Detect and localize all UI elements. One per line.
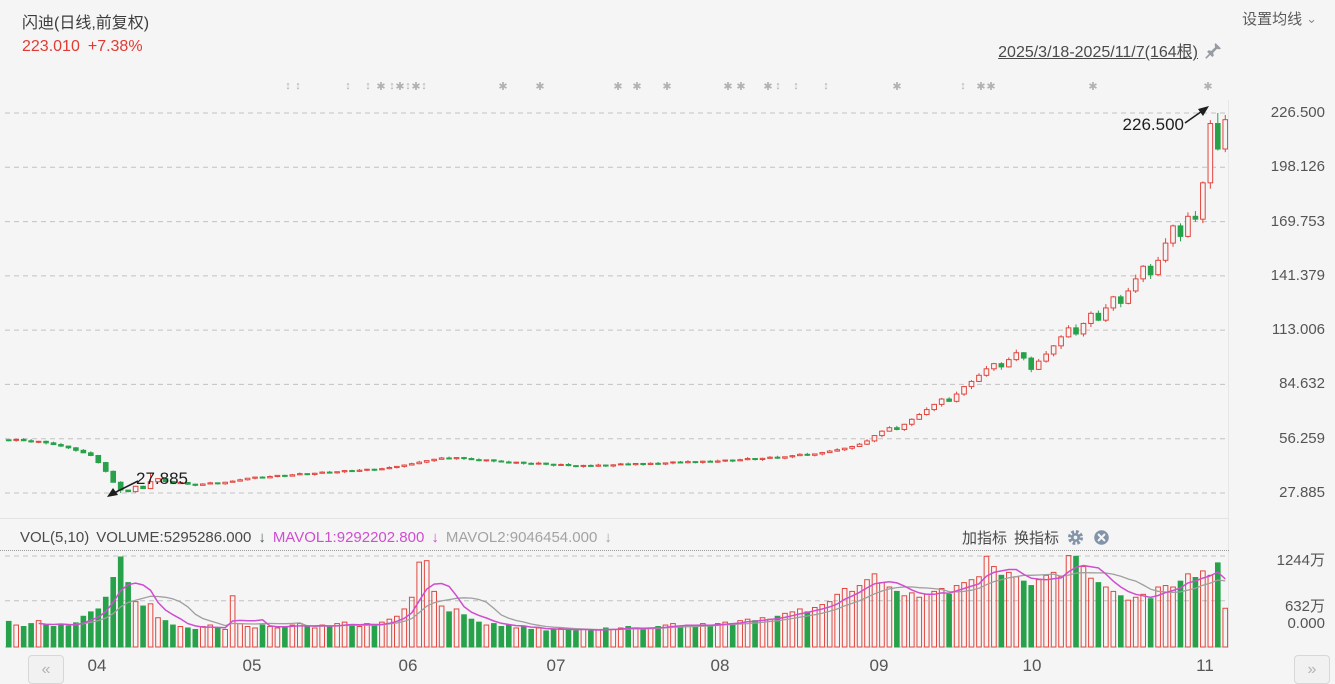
price-axis-label: 226.500 <box>1270 104 1325 121</box>
event-star-icon[interactable]: ✱ <box>613 81 623 93</box>
x-axis-month-label: 11 <box>1196 656 1214 675</box>
price-axis-label: 84.632 <box>1279 375 1325 393</box>
event-updown-arrow-icon[interactable]: ↕ <box>389 80 395 92</box>
scroll-left-button[interactable]: « <box>28 655 64 684</box>
date-range-row: 2025/3/18-2025/11/7(164根) <box>998 38 1223 62</box>
event-updown-arrow-icon[interactable]: ↕ <box>793 80 799 92</box>
volume-value: VOLUME:5295286.000 <box>96 528 252 546</box>
event-star-icon[interactable]: ✱ <box>632 81 642 93</box>
price-change-percent: +7.38% <box>87 38 143 55</box>
volume-indicator-header: VOL(5,10) VOLUME:5295286.000 ↓ MAVOL1:92… <box>0 524 1229 551</box>
event-star-icon[interactable]: ✱ <box>763 81 773 93</box>
event-star-icon[interactable]: ✱ <box>1088 81 1098 93</box>
volume-down-arrow-icon: ↓ <box>258 528 266 546</box>
indicator-settings-gear-icon[interactable] <box>1066 528 1085 547</box>
event-star-icon[interactable]: ✱ <box>498 81 508 93</box>
event-updown-arrow-icon[interactable]: ↕ <box>405 80 411 92</box>
price-axis-label: 169.753 <box>1270 212 1325 230</box>
volume-axis-label: 1244万 <box>1276 552 1325 569</box>
event-star-icon[interactable]: ✱ <box>723 81 733 93</box>
low-annotation-arrow-icon <box>107 480 139 497</box>
event-star-icon[interactable]: ✱ <box>892 81 902 93</box>
x-axis-month-label: 05 <box>242 656 262 675</box>
mavol2-down-arrow-icon: ↓ <box>604 528 612 546</box>
price-axis-label: 56.259 <box>1279 429 1325 447</box>
price-axis-label: 198.126 <box>1270 158 1325 176</box>
low-price-annotation: 27.885 <box>136 469 188 488</box>
mavol2-value: MAVOL2:9046454.000 <box>445 528 598 546</box>
price-axis-label: 113.006 <box>1271 321 1325 339</box>
x-axis-month-label: 09 <box>869 656 889 675</box>
event-star-icon[interactable]: ✱ <box>1203 81 1213 93</box>
indicator-close-icon[interactable] <box>1092 528 1111 547</box>
add-indicator-button[interactable]: 加指标 <box>961 529 1007 547</box>
x-axis-month-label: 08 <box>710 656 730 675</box>
chevron-down-icon: ⌄ <box>1306 11 1317 26</box>
event-star-icon[interactable]: ✱ <box>986 81 996 93</box>
chart-title: 闪迪(日线,前复权) <box>22 15 150 32</box>
x-axis-month-label: 04 <box>87 656 107 675</box>
price-axis-label: 27.885 <box>1279 484 1325 501</box>
volume-chart-canvas[interactable] <box>5 549 1229 649</box>
mavol1-down-arrow-icon: ↓ <box>431 528 439 546</box>
event-updown-arrow-icon[interactable]: ↕ <box>295 80 301 92</box>
price-chart-canvas[interactable] <box>5 100 1229 518</box>
volume-axis-label: 632万 <box>1284 597 1325 615</box>
change-indicator-button[interactable]: 换指标 <box>1013 529 1059 547</box>
event-star-icon[interactable]: ✱ <box>376 81 386 93</box>
event-star-icon[interactable]: ✱ <box>395 81 405 93</box>
event-updown-arrow-icon[interactable]: ↕ <box>285 80 291 92</box>
x-axis-month-label: 07 <box>546 656 566 675</box>
ma-settings-button[interactable]: 设置均线 ⌄ <box>1242 8 1317 29</box>
mavol1-value: MAVOL1:9292202.800 <box>272 528 425 546</box>
high-annotation-arrow-icon <box>1184 106 1209 124</box>
event-updown-arrow-icon[interactable]: ↕ <box>345 80 351 92</box>
price-axis-label: 141.379 <box>1270 266 1325 284</box>
event-star-icon[interactable]: ✱ <box>411 81 421 93</box>
event-updown-arrow-icon[interactable]: ↕ <box>421 80 427 92</box>
event-updown-arrow-icon[interactable]: ↕ <box>960 80 966 92</box>
event-star-icon[interactable]: ✱ <box>662 81 672 93</box>
volume-axis-label: 0.000 <box>1287 615 1325 632</box>
pane-divider <box>0 518 1229 519</box>
x-axis-month-label: 06 <box>398 656 418 675</box>
last-price: 223.010 <box>22 38 80 55</box>
pin-icon[interactable] <box>1204 41 1223 60</box>
date-range-link[interactable]: 2025/3/18-2025/11/7(164根) <box>998 44 1198 61</box>
indicator-name: VOL(5,10) <box>20 528 90 546</box>
event-star-icon[interactable]: ✱ <box>736 81 746 93</box>
ma-settings-label: 设置均线 <box>1242 11 1303 28</box>
high-price-annotation: 226.500 <box>1122 115 1184 134</box>
scroll-right-button[interactable]: » <box>1294 655 1330 684</box>
price-row: 223.010 +7.38% <box>22 38 143 56</box>
event-updown-arrow-icon[interactable]: ↕ <box>775 80 781 92</box>
event-updown-arrow-icon[interactable]: ↕ <box>365 80 371 92</box>
x-axis-month-label: 10 <box>1022 656 1042 675</box>
event-star-icon[interactable]: ✱ <box>976 81 986 93</box>
event-updown-arrow-icon[interactable]: ↕ <box>823 80 829 92</box>
axis-separator-line <box>1228 100 1229 648</box>
event-star-icon[interactable]: ✱ <box>535 81 545 93</box>
